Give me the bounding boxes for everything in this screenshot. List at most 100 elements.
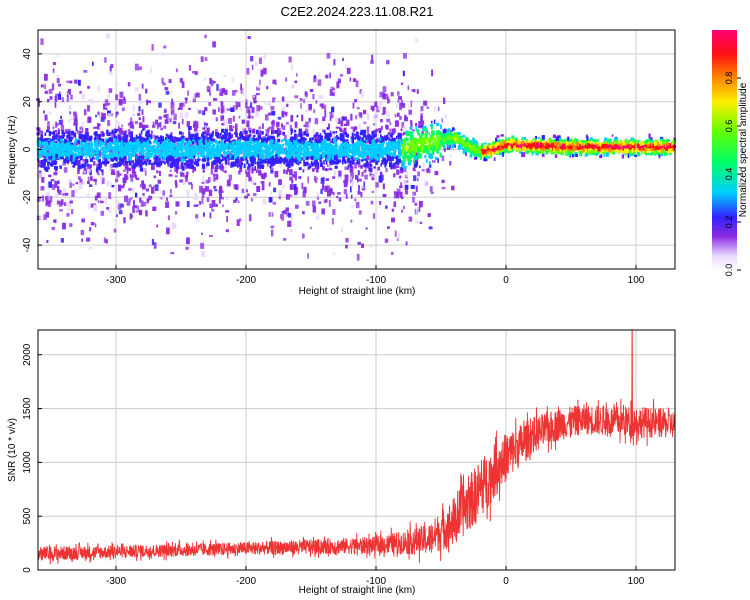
spectrogram-cell <box>313 134 316 138</box>
spectrogram-cell <box>336 76 339 82</box>
spectrogram-cell <box>110 64 114 68</box>
spectrogram-cell <box>224 89 228 95</box>
spectrogram-cell <box>220 190 224 193</box>
spectrogram-cell <box>138 66 142 71</box>
spectrogram-cell <box>139 184 144 188</box>
spectrogram-cell <box>200 242 205 249</box>
spectrogram-cell <box>631 138 635 143</box>
spectrogram-cell <box>396 157 399 162</box>
spectrogram-cell <box>232 90 236 96</box>
spectrogram-cell <box>242 130 246 135</box>
spectrogram-cell <box>158 102 162 108</box>
spectrogram-cell <box>189 148 192 151</box>
spectrogram-cell <box>404 165 407 170</box>
spectrogram-cell <box>573 146 577 151</box>
spectrogram-cell <box>182 180 186 185</box>
spectrogram-cell <box>380 142 383 145</box>
spectrogram-cell <box>386 118 391 123</box>
spectrogram-cell <box>252 128 256 134</box>
spectrogram-cell <box>48 167 50 170</box>
spectrogram-cell <box>146 146 150 151</box>
spectrogram-cell <box>148 134 152 139</box>
spectrogram-cell <box>387 98 391 103</box>
spectrogram-cell <box>387 132 390 136</box>
spectrogram-cell <box>171 143 175 148</box>
spectrogram-cell <box>304 128 309 133</box>
spectrogram-cell <box>249 102 253 109</box>
spectrogram-cell <box>284 111 288 115</box>
spectrogram-cell <box>380 136 384 142</box>
spectrogram-cell <box>255 93 260 96</box>
spectrogram-cell <box>141 180 144 186</box>
spectrogram-cell <box>205 179 209 184</box>
spectrogram-cell <box>355 202 360 209</box>
spectrogram-cell <box>140 136 144 140</box>
spectrogram-cell <box>412 191 417 196</box>
spectrogram-cell <box>228 174 233 181</box>
spectrogram-cell <box>394 190 396 195</box>
spectrogram-cell <box>164 136 167 141</box>
spectrogram-cell <box>88 150 92 156</box>
spectrogram-cell <box>404 114 407 120</box>
spectrogram-cell <box>320 149 322 153</box>
spectrogram-cell <box>143 169 148 172</box>
spectrogram-cell <box>241 156 244 161</box>
spectrogram-cell <box>387 226 390 229</box>
spectrogram-cell <box>415 219 419 224</box>
spectrogram-cell <box>264 114 269 121</box>
spectrogram-cell <box>72 183 75 187</box>
spectrogram-cell <box>363 121 367 124</box>
spectrogram-cell <box>184 111 189 118</box>
spectrogram-cell <box>251 168 255 171</box>
spectrogram-cell <box>58 93 62 100</box>
spectrogram-cell <box>277 143 280 148</box>
spectrogram-cell <box>511 135 515 141</box>
spectrogram-cell <box>177 148 181 152</box>
spectrogram-cell <box>95 135 100 141</box>
spectrogram-cell <box>303 186 307 194</box>
spectrogram-cell <box>465 147 469 150</box>
spectrogram-cell <box>523 136 526 140</box>
spectrogram-cell <box>259 161 263 165</box>
spectrogram-cell <box>154 136 157 139</box>
spectrogram-cell <box>270 191 273 196</box>
spectrogram-cell <box>123 96 126 101</box>
spectrogram-cell <box>92 151 96 156</box>
spectrogram-cell <box>188 64 192 71</box>
spectrogram-cell <box>633 149 636 154</box>
spectrogram-cell <box>95 157 99 161</box>
spectrogram-cell <box>253 182 257 186</box>
spectrogram-cell <box>515 149 518 152</box>
spectrogram-cell <box>107 132 111 137</box>
spectrogram-cell <box>488 147 492 151</box>
spectrogram-cell <box>67 89 70 94</box>
spectrogram-cell <box>429 144 433 148</box>
spectrogram-cell <box>132 171 134 178</box>
spectrogram-cell <box>139 197 142 203</box>
spectrogram-cell <box>338 197 342 202</box>
spectrogram-cell <box>89 144 92 150</box>
spectrogram-cell <box>207 130 210 134</box>
spectrogram-cell <box>59 209 63 212</box>
spectrogram-cell <box>127 128 131 136</box>
spectrogram-cell <box>235 123 238 131</box>
spectrogram-cell <box>396 104 399 109</box>
spectrogram-cell <box>412 168 415 171</box>
spectrogram-cell <box>114 137 116 142</box>
spectrogram-cell <box>315 162 319 167</box>
spectrogram-cell <box>215 117 218 122</box>
spectrogram-cell <box>208 189 213 197</box>
spectrogram-cell <box>93 204 98 212</box>
spectrogram-cell <box>247 193 250 197</box>
spectrogram-cell <box>116 148 121 156</box>
spectrogram-cell <box>240 88 244 94</box>
spectrogram-cell <box>402 152 405 157</box>
spectrogram-cell <box>100 175 103 181</box>
spectrogram-cell <box>133 171 137 177</box>
spectrogram-cell <box>150 67 152 74</box>
spectrogram-cell <box>313 161 316 166</box>
spectrogram-cell <box>429 146 433 151</box>
spectrogram-cell <box>117 134 119 140</box>
spectrogram-cell <box>120 153 123 159</box>
spectrogram-cell <box>132 127 135 132</box>
